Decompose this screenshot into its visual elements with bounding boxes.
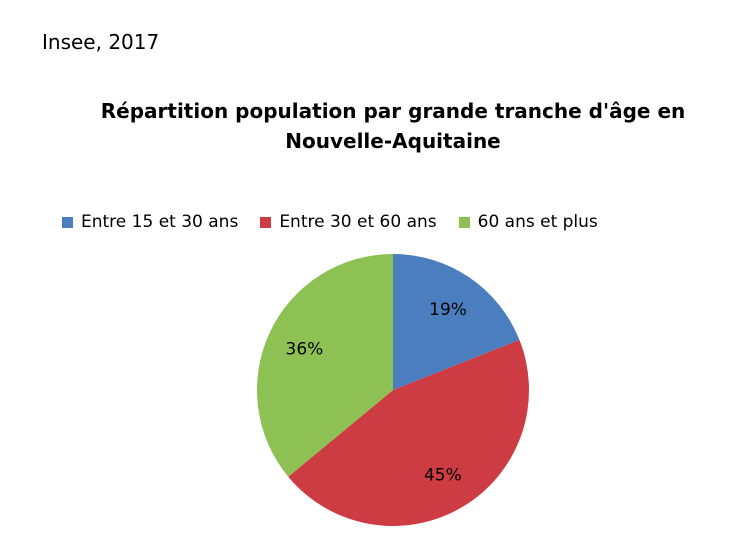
legend-item-2: 60 ans et plus <box>458 212 598 232</box>
chart-title: Répartition population par grande tranch… <box>0 96 754 156</box>
legend-swatch-0 <box>62 216 73 228</box>
chart-title-line-2: Nouvelle-Aquitaine <box>285 129 501 153</box>
data-label-1: 45% <box>424 465 462 485</box>
data-label-0: 19% <box>429 300 467 320</box>
legend-item-0: Entre 15 et 30 ans <box>62 212 238 232</box>
legend-item-1: Entre 30 et 60 ans <box>260 212 437 232</box>
data-label-2: 36% <box>286 339 324 359</box>
legend-label-1: Entre 30 et 60 ans <box>279 212 437 232</box>
source-label: Insee, 2017 <box>42 30 160 54</box>
legend-label-2: 60 ans et plus <box>477 212 598 232</box>
legend-label-0: Entre 15 et 30 ans <box>81 212 239 232</box>
pie-slice-1 <box>288 339 529 527</box>
pie-slice-0 <box>393 254 520 390</box>
legend-swatch-2 <box>458 216 470 228</box>
pie-slice-2 <box>256 254 393 477</box>
legend: Entre 15 et 30 ans Entre 30 et 60 ans 60… <box>62 212 620 232</box>
legend-swatch-1 <box>260 216 272 228</box>
chart-title-line-1: Répartition population par grande tranch… <box>100 99 686 123</box>
